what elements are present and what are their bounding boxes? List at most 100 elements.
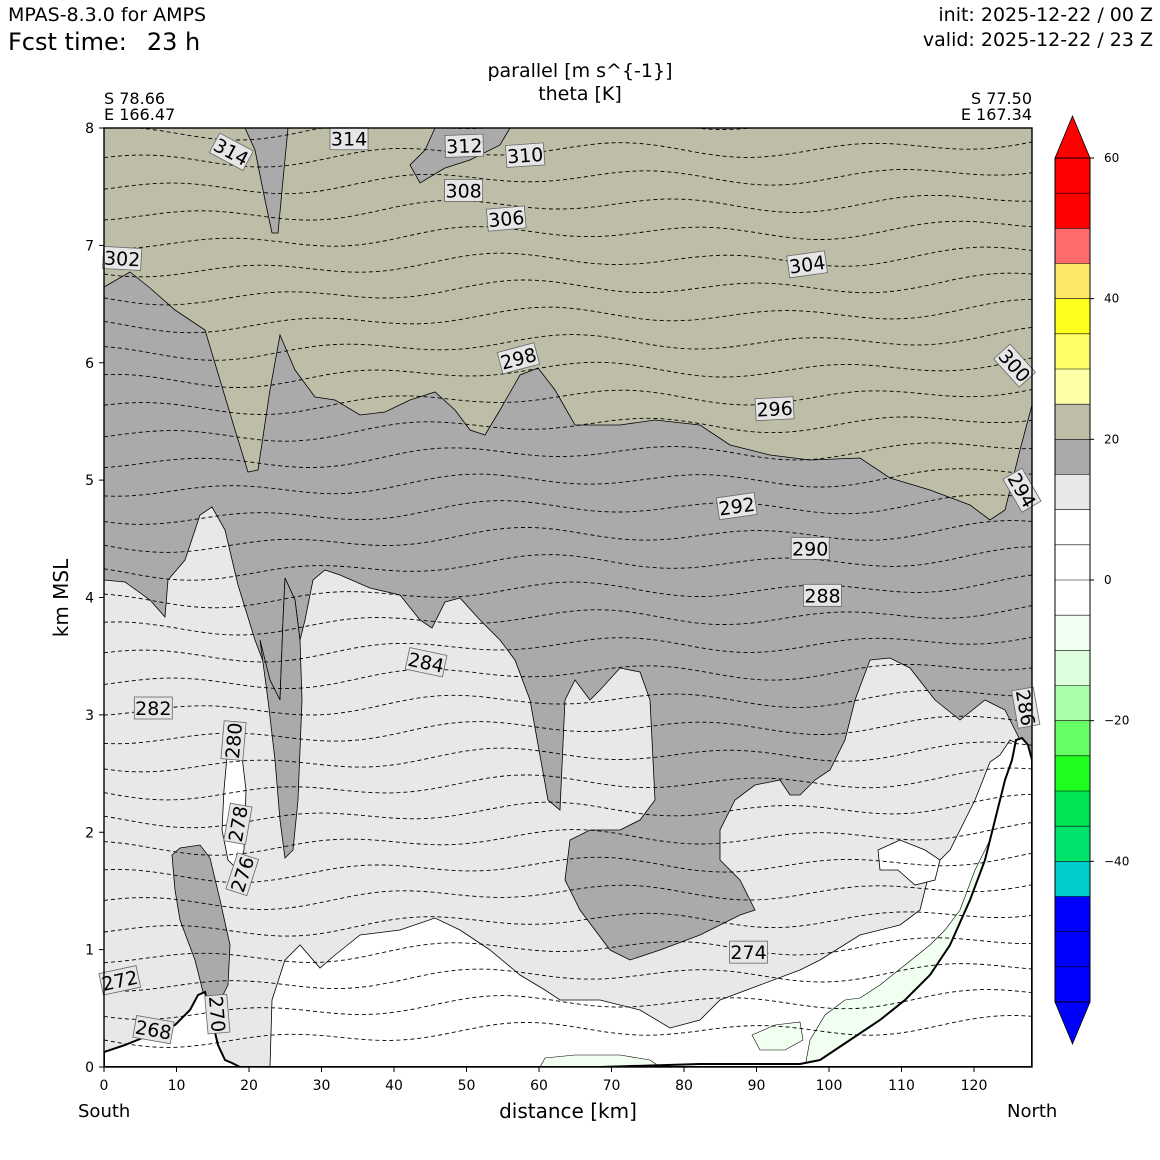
contour-label-text: 274 [730, 942, 766, 964]
contour-label-box [204, 993, 231, 1035]
contour-label-box [786, 250, 828, 279]
contour-label-text: 308 [445, 180, 481, 202]
forecast-time: Fcst time: 23 h [8, 28, 200, 56]
colorbar-segment [1055, 228, 1090, 264]
valid-time: valid: 2025-12-22 / 23 Z [922, 29, 1153, 51]
theta-contour-line [104, 246, 1032, 278]
contour-label: 280 [220, 720, 247, 761]
colorbar-segment [1055, 404, 1090, 440]
contour-label-box [496, 342, 541, 375]
contour-label-box [208, 132, 254, 171]
x-tick-label: 60 [530, 1078, 548, 1094]
south-label: South [78, 1101, 131, 1122]
colorbar-segment [1055, 791, 1090, 827]
contour-label: 270 [204, 993, 231, 1035]
contour-label: 282 [133, 696, 173, 720]
contour-label-text: 288 [804, 585, 840, 607]
theta-contour-line [104, 326, 1032, 361]
colorbar-segment [1055, 966, 1090, 1002]
chart-subtitle: theta [K] [538, 83, 622, 105]
y-tick-label: 1 [85, 943, 94, 959]
north-label: North [1007, 1101, 1058, 1122]
contour-label-box [993, 343, 1037, 388]
contour-label-text: 290 [792, 538, 828, 560]
contour-label-box [225, 852, 260, 897]
y-tick-label: 4 [85, 591, 94, 607]
theta-contour-line [104, 416, 1032, 442]
x-tick-label: 10 [168, 1078, 186, 1094]
y-tick-label: 3 [85, 708, 94, 724]
x-axis: 0 10 20 30 40 50 60 70 80 90 100 110 120 [100, 1067, 988, 1094]
colorbar-segment [1055, 720, 1090, 756]
colorbar-segment [1055, 826, 1090, 862]
terrain [104, 736, 1032, 1067]
theta-contour-line [104, 989, 1032, 1020]
x-tick-label: 80 [675, 1078, 693, 1094]
x-tick-label: 50 [458, 1078, 476, 1094]
contour-label-text: 306 [487, 207, 525, 232]
fcst-value: 23 h [146, 28, 201, 56]
theta-contour-line [104, 468, 1032, 497]
x-tick-label: 100 [816, 1078, 843, 1094]
y-tick-label: 6 [85, 356, 94, 372]
contour-label: 306 [485, 205, 527, 232]
contour-label: 268 [132, 1015, 175, 1045]
contour-label: 272 [98, 965, 142, 996]
colorbar-tick-label: −40 [1104, 854, 1129, 868]
contour-label: 290 [790, 536, 830, 560]
plot-area [104, 128, 1032, 1067]
colorbar-segment [1055, 263, 1090, 299]
fill-band-15-20-tongue2 [259, 577, 303, 859]
colorbar-segment [1055, 755, 1090, 791]
colorbar-segment [1055, 650, 1090, 686]
theta-contour-line [104, 442, 1032, 469]
y-axis-label: km MSL [49, 558, 73, 637]
x-tick-label: 90 [748, 1078, 766, 1094]
theta-contour-line [104, 574, 1032, 609]
colorbar-segment [1055, 333, 1090, 369]
contour-label-box [102, 246, 143, 271]
init-time: init: 2025-12-22 / 00 Z [938, 4, 1153, 26]
x-tick-label: 0 [100, 1078, 109, 1094]
y-tick-label: 8 [85, 121, 94, 137]
theta-contour-labels: 314 314 312 3103083063043023002982962942922… [98, 127, 1042, 1045]
colorbar-segment [1055, 439, 1090, 475]
contour-label-box [444, 133, 485, 158]
theta-contour-line [104, 767, 1032, 801]
colorbar-tick-label: −20 [1104, 714, 1129, 728]
colorbar-extend-min [1054, 1001, 1091, 1046]
colorbar-segment [1055, 896, 1090, 932]
theta-contour-line [104, 937, 1032, 964]
contour-label-text: 312 [446, 135, 483, 158]
contour-label: 304 [786, 250, 828, 279]
contour-label-box [754, 396, 795, 422]
colorbar-segment [1055, 193, 1090, 229]
theta-contour-line [104, 357, 1032, 388]
contour-label-text: 270 [204, 995, 229, 1033]
fill-band-neg-pocket1 [751, 1021, 804, 1051]
theta-contour-line [104, 636, 1032, 663]
contour-label-box [729, 940, 768, 964]
colorbar-segment [1055, 158, 1090, 194]
contour-label: 274 [729, 940, 768, 964]
colorbar-segment [1055, 298, 1090, 334]
contour-label-box [803, 583, 842, 607]
x-tick-label: 110 [888, 1078, 915, 1094]
contour-label-box [485, 205, 527, 232]
theta-contour-line [104, 494, 1032, 525]
colorbar-extend-max [1054, 114, 1091, 159]
contour-label-text: 304 [788, 252, 827, 279]
theta-contour-line [104, 220, 1032, 250]
theta-contour-line [104, 715, 1032, 745]
colorbar-segment [1055, 685, 1090, 721]
contour-label-box [132, 1015, 175, 1045]
x-tick-label: 120 [961, 1078, 988, 1094]
theta-contour-line [104, 852, 1032, 883]
contour-label: 302 [102, 246, 143, 271]
contour-label-box [790, 536, 830, 560]
theta-contour-line [104, 911, 1032, 937]
y-axis: 0 1 2 3 4 5 6 7 8 [85, 121, 104, 1076]
x-tick-label: 20 [240, 1078, 258, 1094]
x-tick-label: 30 [313, 1078, 331, 1094]
